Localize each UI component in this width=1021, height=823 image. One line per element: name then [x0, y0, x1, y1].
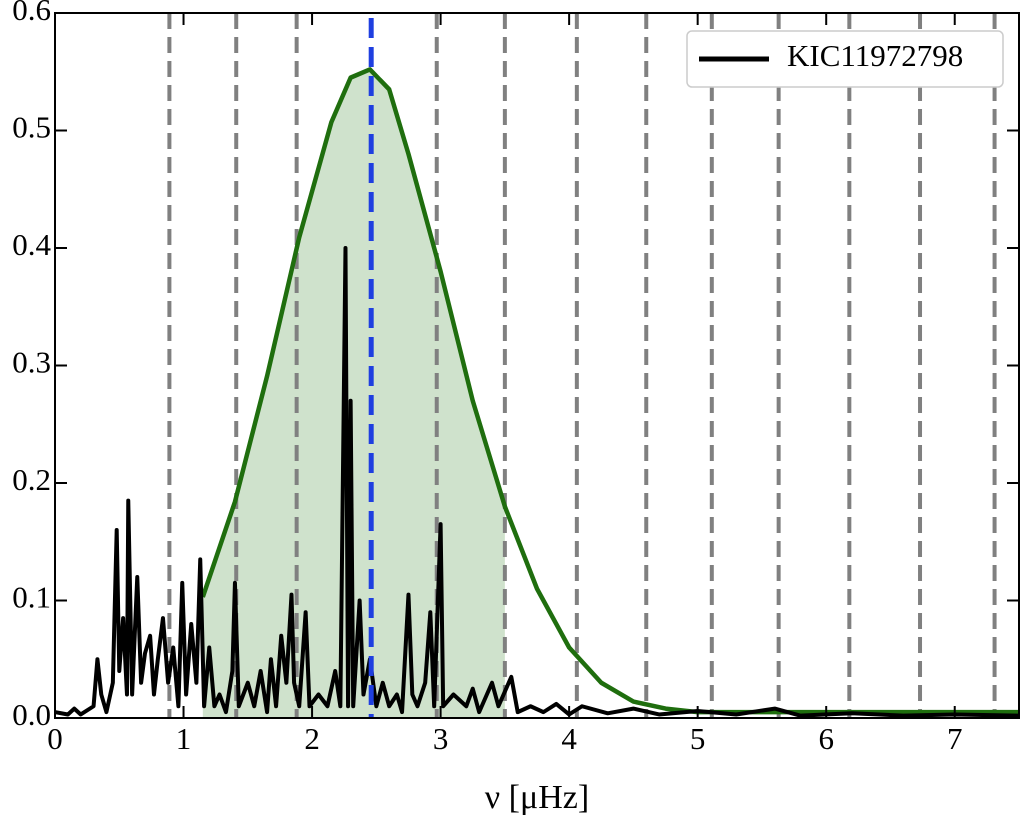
y-tick-label: 0.6 — [12, 0, 51, 27]
x-tick-label: 7 — [947, 721, 963, 756]
x-axis-label: ν [μHz] — [485, 779, 589, 816]
y-tick-label: 0.3 — [12, 345, 51, 380]
y-tick-label: 0.2 — [12, 462, 51, 497]
legend-label: KIC11972798 — [787, 38, 963, 73]
x-tick-label: 3 — [433, 721, 449, 756]
legend-box — [686, 30, 1004, 88]
y-tick-label: 0.1 — [12, 580, 51, 615]
y-tick-label: 0.0 — [12, 697, 51, 732]
x-tick-label: 0 — [47, 721, 63, 756]
y-tick-label: 0.5 — [12, 110, 51, 145]
x-tick-label: 2 — [304, 721, 320, 756]
x-tick-label: 4 — [561, 721, 577, 756]
x-tick-label: 1 — [176, 721, 192, 756]
y-tick-label: 0.4 — [12, 227, 51, 262]
plot-area — [55, 13, 1019, 718]
x-tick-label: 5 — [690, 721, 706, 756]
series-line — [55, 246, 1019, 718]
x-tick-label: 6 — [818, 721, 834, 756]
